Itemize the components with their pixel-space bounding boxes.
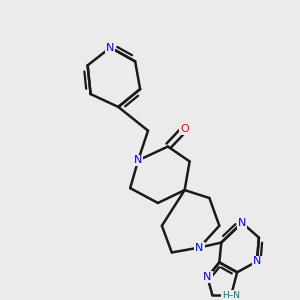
Text: N: N <box>134 155 142 165</box>
Text: N: N <box>195 242 204 253</box>
Text: N: N <box>253 256 261 266</box>
Text: N: N <box>106 43 115 52</box>
Text: N: N <box>238 218 246 228</box>
Text: H–N: H–N <box>222 291 240 300</box>
Text: N: N <box>203 272 212 282</box>
Text: O: O <box>180 124 189 134</box>
